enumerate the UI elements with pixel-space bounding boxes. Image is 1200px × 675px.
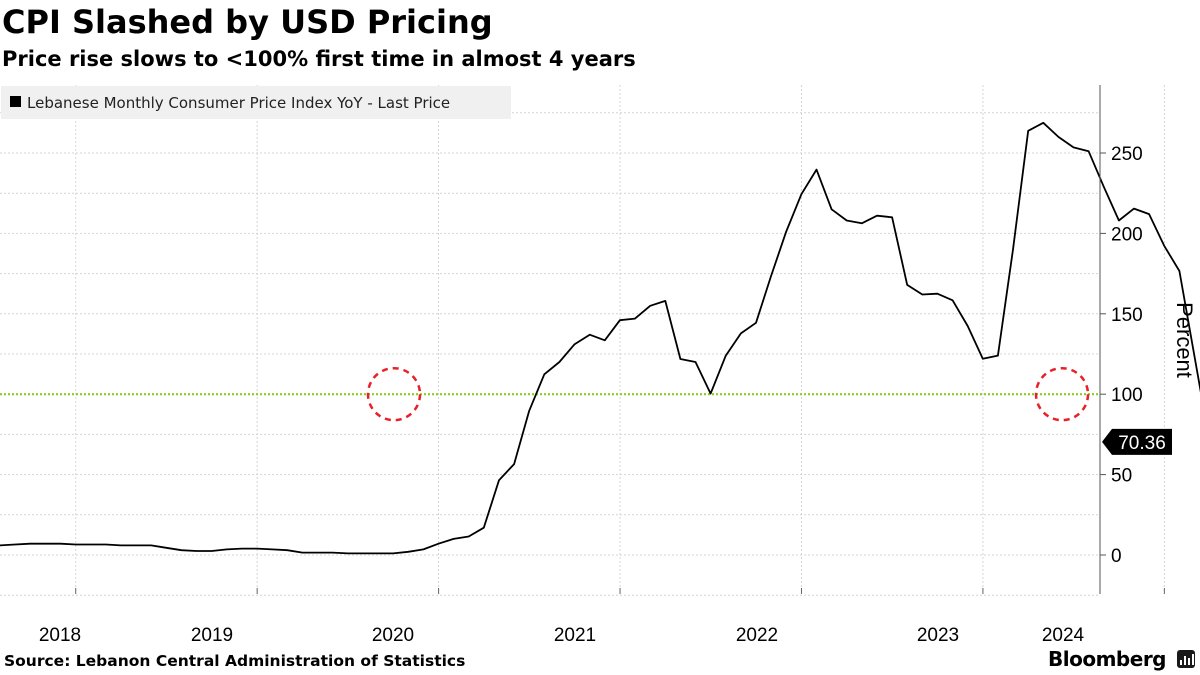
legend-label: Lebanese Monthly Consumer Price Index Yo… bbox=[27, 94, 450, 112]
highlight-circle bbox=[1034, 366, 1090, 422]
last-value-label: 70.36 bbox=[1118, 433, 1166, 454]
y-tick-label: 150 bbox=[1111, 305, 1143, 326]
x-tick-label: 2019 bbox=[191, 625, 233, 646]
y-tick-label: 200 bbox=[1111, 224, 1143, 245]
y-tick-label: 50 bbox=[1111, 466, 1132, 487]
y-tick-label: 100 bbox=[1111, 385, 1143, 406]
legend-swatch bbox=[10, 96, 21, 107]
source-note: Source: Lebanon Central Administration o… bbox=[4, 652, 466, 670]
bar-chart-icon bbox=[1177, 650, 1195, 668]
x-tick-label: 2018 bbox=[39, 625, 81, 646]
brand-logo-text: Bloomberg bbox=[1048, 647, 1166, 671]
y-tick-label: 0 bbox=[1111, 546, 1122, 567]
chart-title: CPI Slashed by USD Pricing bbox=[2, 3, 493, 41]
x-tick-label: 2024 bbox=[1042, 625, 1085, 646]
x-tick-label: 2023 bbox=[917, 625, 959, 646]
x-tick-label: 2020 bbox=[372, 625, 414, 646]
chart-subtitle: Price rise slows to <100% first time in … bbox=[2, 47, 636, 71]
last-value-tag bbox=[1102, 428, 1172, 455]
legend-box bbox=[1, 86, 511, 119]
y-tick-label: 250 bbox=[1111, 144, 1143, 165]
highlight-circle bbox=[366, 366, 422, 422]
x-tick-label: 2022 bbox=[736, 625, 778, 646]
y-axis-title: Percent bbox=[1172, 302, 1197, 378]
cpi-series-line bbox=[0, 121, 1200, 555]
x-tick-label: 2021 bbox=[554, 625, 596, 646]
